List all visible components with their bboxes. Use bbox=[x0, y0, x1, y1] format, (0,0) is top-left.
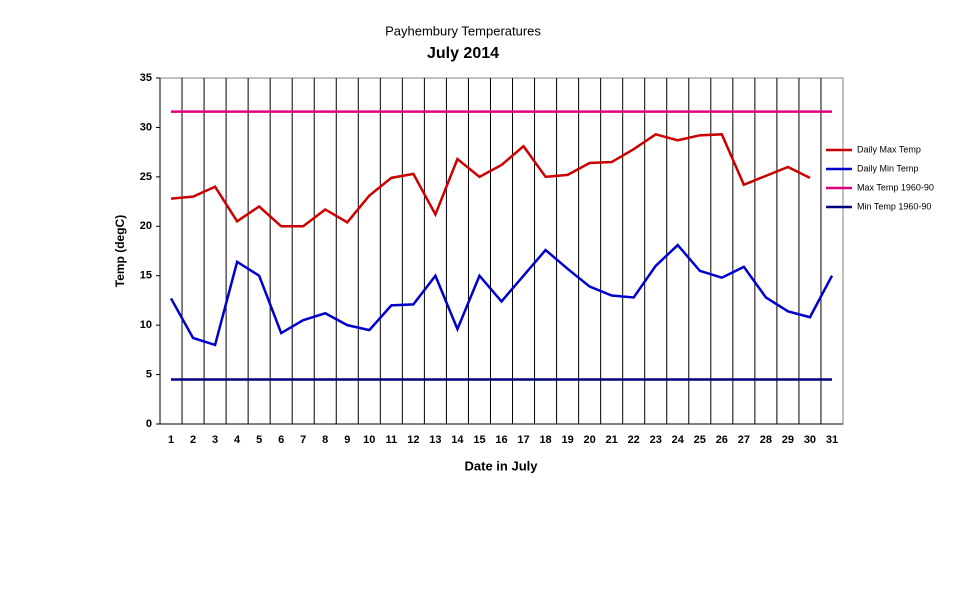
x-tick-label: 10 bbox=[363, 434, 375, 446]
chart-title: Payhembury Temperatures bbox=[385, 23, 541, 38]
x-tick-label: 27 bbox=[738, 434, 750, 446]
x-tick-label: 11 bbox=[386, 434, 398, 446]
x-tick-label: 2 bbox=[190, 434, 196, 446]
y-tick-label: 10 bbox=[140, 319, 152, 331]
plot-area bbox=[159, 77, 844, 425]
x-tick-label: 21 bbox=[606, 434, 618, 446]
series-line bbox=[170, 132, 811, 228]
x-tick-label: 9 bbox=[344, 434, 350, 446]
y-axis-label: Temp (degC) bbox=[113, 215, 127, 287]
legend-label: Daily Min Temp bbox=[857, 163, 918, 173]
x-tick-label: 17 bbox=[517, 434, 529, 446]
y-tick-label: 25 bbox=[140, 171, 152, 183]
x-tick-label: 1 bbox=[168, 434, 174, 446]
legend-label: Max Temp 1960-90 bbox=[857, 182, 934, 192]
x-tick-label: 24 bbox=[672, 434, 685, 446]
x-tick-label: 3 bbox=[212, 434, 218, 446]
x-tick-label: 19 bbox=[561, 434, 573, 446]
x-tick-label: 16 bbox=[495, 434, 507, 446]
x-tick-label: 8 bbox=[322, 434, 328, 446]
x-axis-label: Date in July bbox=[465, 458, 539, 473]
x-tick-label: 14 bbox=[451, 434, 464, 446]
y-tick-label: 0 bbox=[146, 418, 152, 430]
x-tick-label: 18 bbox=[539, 434, 551, 446]
x-tick-label: 23 bbox=[650, 434, 662, 446]
x-tick-label: 29 bbox=[782, 434, 794, 446]
x-tick-label: 5 bbox=[256, 434, 262, 446]
x-tick-label: 7 bbox=[300, 434, 306, 446]
x-tick-label: 20 bbox=[584, 434, 596, 446]
y-tick-label: 15 bbox=[140, 270, 152, 282]
x-tick-label: 26 bbox=[716, 434, 728, 446]
x-tick-label: 12 bbox=[407, 434, 419, 446]
y-tick-label: 20 bbox=[140, 220, 152, 232]
x-tick-label: 6 bbox=[278, 434, 284, 446]
y-tick-label: 35 bbox=[140, 72, 152, 84]
legend-label: Min Temp 1960-90 bbox=[857, 201, 931, 211]
legend-label: Daily Max Temp bbox=[857, 144, 921, 154]
x-tick-label: 28 bbox=[760, 434, 772, 446]
x-tick-label: 30 bbox=[804, 434, 816, 446]
x-tick-label: 22 bbox=[628, 434, 640, 446]
x-tick-label: 25 bbox=[694, 434, 706, 446]
series-line bbox=[169, 243, 834, 347]
x-tick-label: 15 bbox=[473, 434, 485, 446]
y-tick-label: 5 bbox=[146, 368, 152, 380]
chart-subtitle: July 2014 bbox=[427, 45, 499, 62]
x-tick-label: 4 bbox=[234, 434, 241, 446]
y-tick-label: 30 bbox=[140, 121, 152, 133]
x-tick-label: 13 bbox=[429, 434, 441, 446]
x-tick-label: 31 bbox=[826, 434, 838, 446]
